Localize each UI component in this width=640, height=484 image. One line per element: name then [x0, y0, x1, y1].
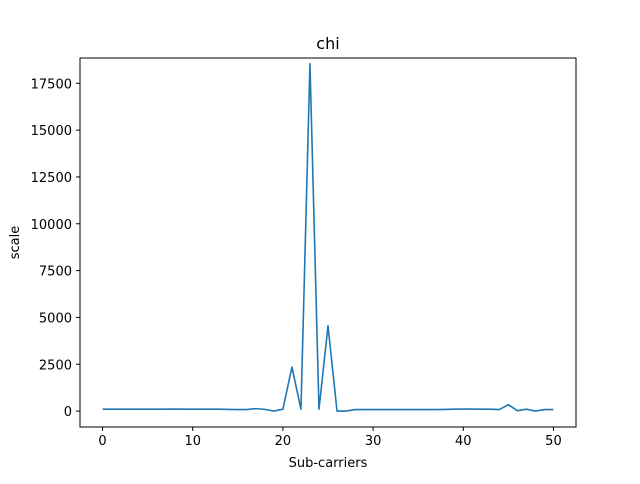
- y-tick-label: 2500: [39, 358, 72, 373]
- x-axis-label: Sub-carriers: [289, 456, 368, 471]
- y-tick-label: 0: [64, 405, 72, 420]
- y-tick-label: 15000: [31, 124, 72, 139]
- chart-title: chi: [316, 34, 339, 53]
- plot-frame: [79, 57, 577, 428]
- y-axis-label: scale: [8, 226, 23, 260]
- x-tick-label: 10: [184, 434, 201, 449]
- x-tick-label: 20: [275, 434, 292, 449]
- plot-area: [80, 58, 576, 427]
- y-tick-label: 17500: [31, 77, 72, 92]
- series-line: [102, 62, 554, 412]
- y-tick-label: 7500: [39, 265, 72, 280]
- x-ticks: 0 10 20 30 40 50: [98, 427, 562, 449]
- x-tick-label: 50: [545, 434, 562, 449]
- x-tick-label: 30: [365, 434, 382, 449]
- y-tick-label: 12500: [31, 171, 72, 186]
- y-ticks: 0 2500 5000 7500 10000 12500 15000 17500: [31, 77, 80, 420]
- y-tick-label: 10000: [31, 218, 72, 233]
- x-tick-label: 40: [455, 434, 472, 449]
- x-tick-label: 0: [98, 434, 106, 449]
- y-tick-label: 5000: [39, 311, 72, 326]
